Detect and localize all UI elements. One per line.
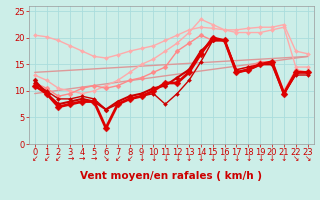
Text: ↓: ↓ xyxy=(174,154,180,163)
Text: ↓: ↓ xyxy=(233,154,240,163)
Text: ↓: ↓ xyxy=(150,154,156,163)
Text: ↓: ↓ xyxy=(245,154,252,163)
Text: ↓: ↓ xyxy=(221,154,228,163)
Text: ↙: ↙ xyxy=(44,154,50,163)
Text: ↘: ↘ xyxy=(304,154,311,163)
Text: →: → xyxy=(91,154,97,163)
Text: ↙: ↙ xyxy=(55,154,62,163)
Text: →: → xyxy=(67,154,74,163)
Text: ↓: ↓ xyxy=(281,154,287,163)
Text: ↓: ↓ xyxy=(198,154,204,163)
Text: ↓: ↓ xyxy=(162,154,168,163)
Text: ↘: ↘ xyxy=(292,154,299,163)
Text: ↓: ↓ xyxy=(269,154,275,163)
X-axis label: Vent moyen/en rafales ( km/h ): Vent moyen/en rafales ( km/h ) xyxy=(80,171,262,181)
Text: ↙: ↙ xyxy=(126,154,133,163)
Text: ↓: ↓ xyxy=(186,154,192,163)
Text: ↓: ↓ xyxy=(257,154,263,163)
Text: ↓: ↓ xyxy=(210,154,216,163)
Text: ↓: ↓ xyxy=(138,154,145,163)
Text: ↙: ↙ xyxy=(32,154,38,163)
Text: →: → xyxy=(79,154,85,163)
Text: ↘: ↘ xyxy=(103,154,109,163)
Text: ↙: ↙ xyxy=(115,154,121,163)
